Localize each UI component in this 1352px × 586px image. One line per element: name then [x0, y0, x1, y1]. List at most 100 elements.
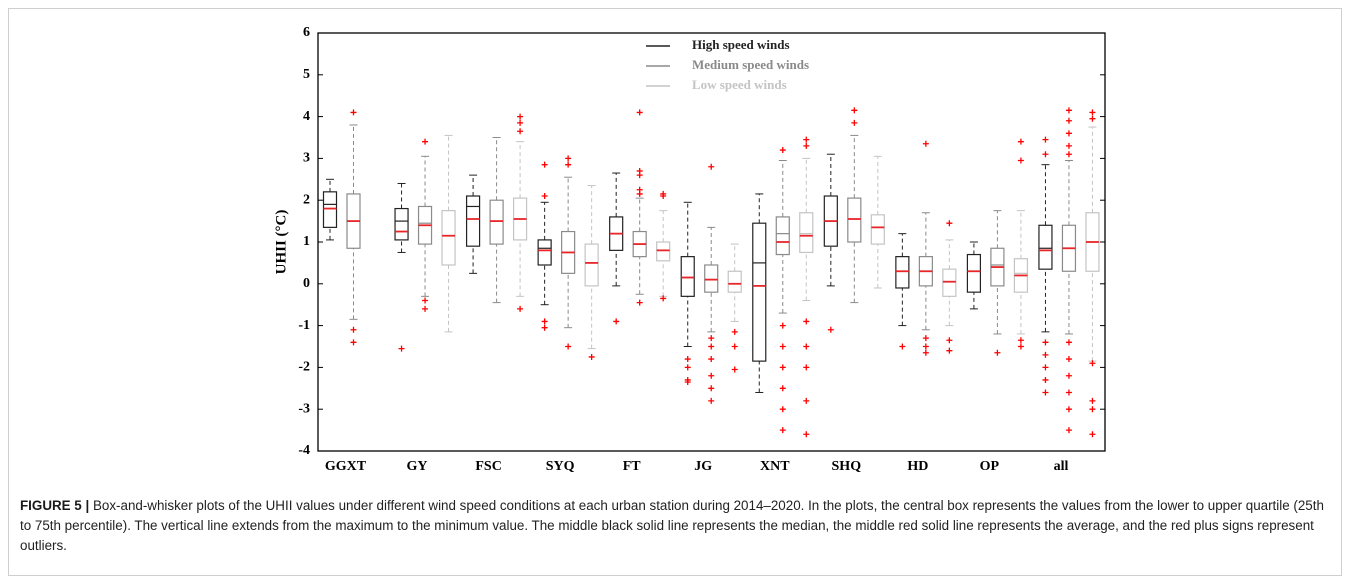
x-tick-label: SYQ [546, 459, 575, 474]
outlier [1065, 117, 1072, 124]
box [322, 191, 338, 228]
box [584, 243, 599, 287]
box [775, 216, 790, 256]
outlier [636, 109, 643, 116]
outlier [541, 193, 548, 200]
box [847, 197, 862, 243]
x-tick-label: OP [980, 459, 1000, 474]
outlier [1042, 136, 1049, 143]
outlier [1065, 107, 1072, 114]
outlier [946, 337, 953, 344]
box [680, 256, 695, 297]
x-tick-label: XNT [760, 459, 790, 474]
outlier [708, 163, 715, 170]
x-tick-label: GGXT [325, 459, 367, 474]
box [727, 270, 742, 293]
box [895, 256, 910, 289]
outlier [708, 385, 715, 392]
outlier [1065, 372, 1072, 379]
outlier [684, 379, 691, 386]
outlier [517, 119, 524, 126]
outlier [708, 335, 715, 342]
outlier [1089, 406, 1096, 413]
legend-label: Medium speed winds [692, 57, 809, 72]
outlier [541, 318, 548, 325]
outlier [708, 343, 715, 350]
outlier [803, 142, 810, 149]
outlier [422, 305, 429, 312]
outlier [1065, 356, 1072, 363]
outlier [350, 339, 357, 346]
outlier [1065, 142, 1072, 149]
outlier [779, 364, 786, 371]
outlier [1017, 138, 1024, 145]
outlier [1042, 376, 1049, 383]
outlier [1042, 339, 1049, 346]
x-tick-label: all [1054, 459, 1069, 474]
outlier [899, 343, 906, 350]
outlier [1089, 109, 1096, 116]
y-tick-label: -2 [298, 360, 310, 375]
caption-label: FIGURE 5 | [20, 498, 90, 513]
outlier [1017, 337, 1024, 344]
outlier [422, 138, 429, 145]
outlier [803, 343, 810, 350]
outlier [636, 190, 643, 197]
outlier [565, 161, 572, 168]
outlier [684, 356, 691, 363]
box [441, 210, 456, 266]
outlier [565, 155, 572, 162]
y-tick-label: 6 [303, 25, 310, 40]
outlier [565, 343, 572, 350]
box [656, 241, 671, 262]
box [870, 214, 885, 245]
legend-label: High speed winds [692, 37, 790, 52]
outlier [994, 349, 1001, 356]
caption-text: Box-and-whisker plots of the UHII values… [20, 498, 1324, 553]
outlier [1065, 406, 1072, 413]
outlier [422, 297, 429, 304]
box [489, 199, 504, 245]
outlier [350, 326, 357, 333]
outlier [803, 397, 810, 404]
y-tick-label: 0 [303, 276, 310, 291]
outlier [851, 107, 858, 114]
outlier [708, 397, 715, 404]
box [942, 268, 957, 297]
outlier [851, 119, 858, 126]
y-tick-label: 2 [303, 192, 310, 207]
outlier [684, 364, 691, 371]
outlier [779, 427, 786, 434]
outlier [1089, 360, 1096, 367]
outlier [1065, 389, 1072, 396]
y-tick-label: -1 [298, 318, 310, 333]
outlier [517, 305, 524, 312]
outlier [1065, 151, 1072, 158]
outlier [613, 318, 620, 325]
box [799, 212, 814, 254]
box [1038, 224, 1053, 270]
box [537, 239, 552, 266]
outlier [803, 431, 810, 438]
x-tick-label: FT [623, 459, 642, 474]
chart: -4 -3 -2 -1 0 1 2 3 4 5 6 UHII (°C) GGXT GY FSC SYQ FT JG… [273, 25, 1106, 474]
figure-frame [8, 8, 1342, 576]
outlier [946, 220, 953, 227]
outlier [1065, 427, 1072, 434]
outlier [517, 128, 524, 135]
outlier [731, 343, 738, 350]
outlier [779, 343, 786, 350]
outlier [636, 172, 643, 179]
outlier [803, 364, 810, 371]
box [704, 264, 719, 293]
outlier [660, 193, 667, 200]
box [966, 253, 982, 293]
outlier [350, 109, 357, 116]
outlier [731, 366, 738, 373]
outlier [1042, 364, 1049, 371]
outlier [922, 140, 929, 147]
outlier [1017, 343, 1024, 350]
caption: FIGURE 5 | Box-and-whisker plots of the … [20, 496, 1330, 556]
y-tick-label: 5 [303, 67, 310, 82]
